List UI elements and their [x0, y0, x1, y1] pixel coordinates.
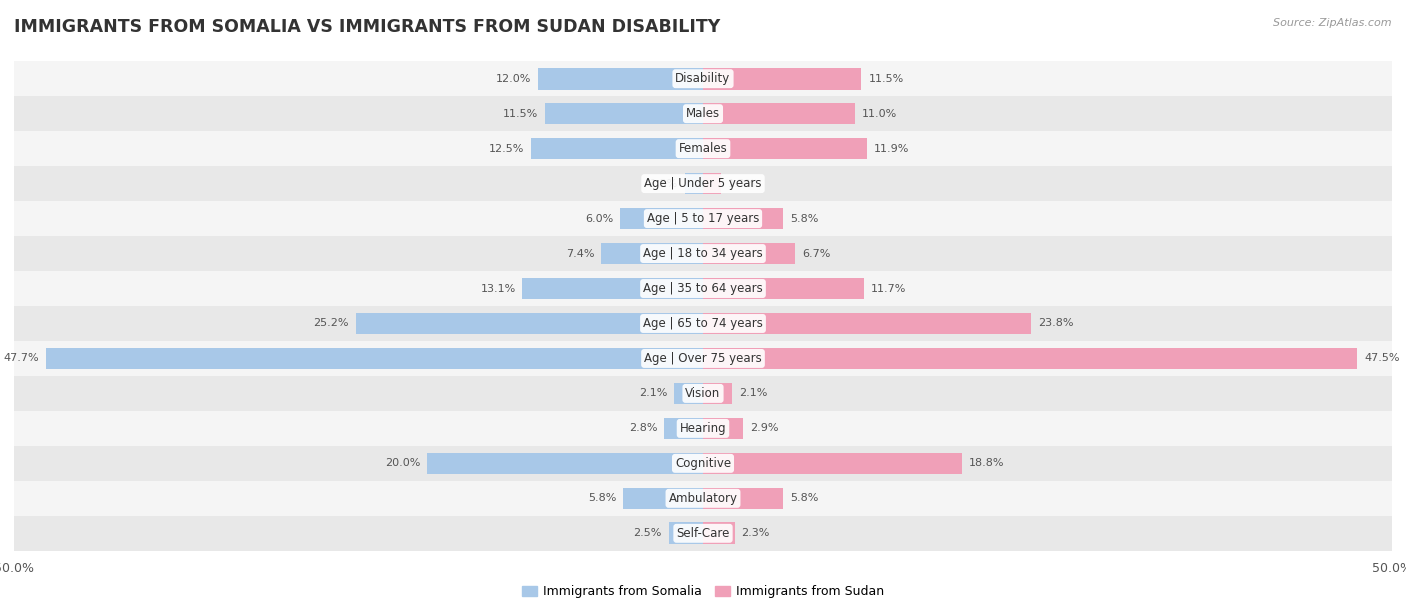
Bar [685, 173, 703, 195]
Bar [427, 452, 703, 474]
Bar [46, 348, 703, 369]
Bar [14, 131, 1392, 166]
Bar [14, 341, 1392, 376]
Bar [14, 96, 1392, 131]
Text: 7.4%: 7.4% [565, 248, 595, 258]
Legend: Immigrants from Somalia, Immigrants from Sudan: Immigrants from Somalia, Immigrants from… [517, 580, 889, 603]
Bar [14, 236, 1392, 271]
Text: 1.3%: 1.3% [728, 179, 756, 188]
Bar [523, 278, 703, 299]
Text: 47.5%: 47.5% [1364, 354, 1400, 364]
Bar [703, 523, 735, 544]
Bar [14, 481, 1392, 516]
Text: 25.2%: 25.2% [314, 318, 349, 329]
Bar [703, 382, 733, 405]
Bar [703, 348, 1358, 369]
Bar [537, 68, 703, 89]
Text: 12.0%: 12.0% [495, 73, 531, 84]
Text: 23.8%: 23.8% [1038, 318, 1073, 329]
Text: 5.8%: 5.8% [790, 214, 818, 223]
Text: 47.7%: 47.7% [3, 354, 39, 364]
Text: Cognitive: Cognitive [675, 457, 731, 470]
Bar [14, 61, 1392, 96]
Text: Source: ZipAtlas.com: Source: ZipAtlas.com [1274, 18, 1392, 28]
Bar [703, 313, 1031, 334]
Bar [14, 271, 1392, 306]
Text: Age | 18 to 34 years: Age | 18 to 34 years [643, 247, 763, 260]
Text: 11.5%: 11.5% [502, 109, 537, 119]
Text: Disability: Disability [675, 72, 731, 85]
Text: 2.1%: 2.1% [738, 389, 768, 398]
Bar [14, 446, 1392, 481]
Text: Age | 5 to 17 years: Age | 5 to 17 years [647, 212, 759, 225]
Text: Age | Under 5 years: Age | Under 5 years [644, 177, 762, 190]
Text: 2.3%: 2.3% [741, 528, 770, 539]
Text: Vision: Vision [685, 387, 721, 400]
Bar [703, 417, 742, 439]
Bar [623, 488, 703, 509]
Text: 11.7%: 11.7% [872, 283, 907, 294]
Text: Ambulatory: Ambulatory [668, 492, 738, 505]
Bar [620, 207, 703, 230]
Text: 5.8%: 5.8% [588, 493, 616, 503]
Bar [356, 313, 703, 334]
Bar [14, 201, 1392, 236]
Bar [703, 173, 721, 195]
Bar [703, 103, 855, 124]
Text: 2.1%: 2.1% [638, 389, 668, 398]
Text: 11.5%: 11.5% [869, 73, 904, 84]
Bar [544, 103, 703, 124]
Bar [703, 207, 783, 230]
Bar [703, 243, 796, 264]
Bar [14, 306, 1392, 341]
Bar [665, 417, 703, 439]
Bar [703, 488, 783, 509]
Bar [531, 138, 703, 160]
Text: Males: Males [686, 107, 720, 120]
Bar [669, 523, 703, 544]
Text: 6.7%: 6.7% [803, 248, 831, 258]
Bar [14, 166, 1392, 201]
Text: 1.3%: 1.3% [650, 179, 678, 188]
Bar [703, 68, 862, 89]
Text: Self-Care: Self-Care [676, 527, 730, 540]
Text: IMMIGRANTS FROM SOMALIA VS IMMIGRANTS FROM SUDAN DISABILITY: IMMIGRANTS FROM SOMALIA VS IMMIGRANTS FR… [14, 18, 720, 36]
Text: Age | Over 75 years: Age | Over 75 years [644, 352, 762, 365]
Text: Age | 65 to 74 years: Age | 65 to 74 years [643, 317, 763, 330]
Text: 11.0%: 11.0% [862, 109, 897, 119]
Text: 13.1%: 13.1% [481, 283, 516, 294]
Text: 20.0%: 20.0% [385, 458, 420, 468]
Bar [703, 278, 865, 299]
Bar [14, 411, 1392, 446]
Text: 12.5%: 12.5% [488, 144, 524, 154]
Text: 2.8%: 2.8% [628, 424, 658, 433]
Bar [14, 376, 1392, 411]
Bar [673, 382, 703, 405]
Bar [703, 452, 962, 474]
Text: 5.8%: 5.8% [790, 493, 818, 503]
Bar [14, 516, 1392, 551]
Text: Females: Females [679, 142, 727, 155]
Text: 2.9%: 2.9% [749, 424, 779, 433]
Text: Hearing: Hearing [679, 422, 727, 435]
Text: 6.0%: 6.0% [585, 214, 613, 223]
Text: Age | 35 to 64 years: Age | 35 to 64 years [643, 282, 763, 295]
Bar [600, 243, 703, 264]
Text: 2.5%: 2.5% [633, 528, 662, 539]
Bar [703, 138, 868, 160]
Text: 11.9%: 11.9% [875, 144, 910, 154]
Text: 18.8%: 18.8% [969, 458, 1004, 468]
